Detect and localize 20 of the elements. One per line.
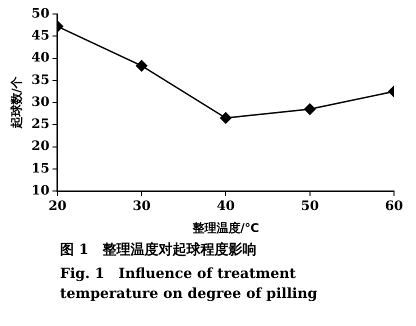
- caption: 图 1 整理温度对起球程度影响: [60, 240, 258, 260]
- y-tick-label: 30: [31, 94, 50, 110]
- y-tick-label: 40: [31, 50, 50, 66]
- x-tick-label: 60: [384, 199, 404, 214]
- x-tick-label: 50: [300, 199, 319, 214]
- y-tick-label: 50: [31, 6, 50, 22]
- y-tick-label: 20: [31, 139, 50, 154]
- x-tick-label: 20: [48, 199, 67, 214]
- y-tick-label: 25: [31, 117, 50, 132]
- y-tick-label: 15: [31, 161, 50, 176]
- x-tick-label: 30: [132, 199, 151, 214]
- y-axis-title: 起球数/个: [9, 75, 24, 130]
- y-tick-label: 35: [31, 72, 50, 88]
- y-tick-label: 10: [31, 183, 50, 198]
- y-tick-label: 45: [31, 28, 50, 44]
- x-tick-label: 40: [216, 199, 235, 214]
- point: [136, 60, 148, 72]
- caption: Fig. 1 Influence of treatment temperature on degree of pilling: [60, 265, 318, 304]
- point: [220, 112, 232, 124]
- x-axis-title: 整理温度/℃: [191, 220, 260, 235]
